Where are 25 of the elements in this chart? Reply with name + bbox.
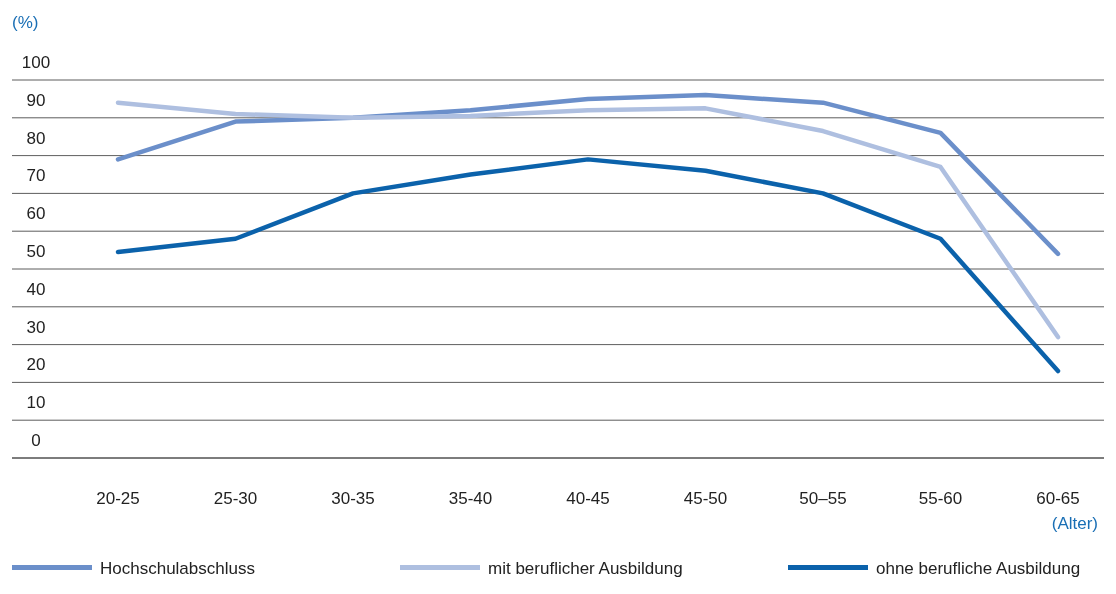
y-axis-title: (%) [12, 13, 39, 32]
legend-label: ohne berufliche Ausbildung [876, 559, 1081, 578]
y-tick-label: 40 [26, 279, 46, 299]
y-tick-label: 100 [21, 53, 51, 72]
x-tick-label: 60-65 [1036, 489, 1080, 508]
x-tick-label: 25-30 [213, 489, 258, 508]
y-tick-label: 0 [31, 431, 41, 450]
y-tick-label: 80 [26, 128, 46, 148]
x-tick-label: 45-50 [683, 489, 728, 508]
y-tick-label: 60 [26, 204, 46, 224]
y-tick-label: 20 [26, 355, 46, 375]
y-tick-label: 50 [26, 242, 46, 261]
x-tick-label: 20-25 [96, 489, 140, 508]
x-tick-label: 40-45 [566, 489, 610, 508]
legend-label: Hochschulabschluss [100, 559, 255, 578]
legend-label: mit beruflicher Ausbildung [488, 559, 683, 578]
y-tick-label: 70 [26, 166, 46, 186]
y-tick-label: 30 [26, 317, 46, 337]
x-tick-label: 35-40 [448, 489, 493, 508]
x-axis-title: (Alter) [1051, 514, 1098, 533]
y-tick-label: 90 [26, 90, 46, 110]
x-tick-label: 50–55 [799, 489, 847, 508]
y-tick-label: 10 [26, 393, 46, 413]
x-tick-label: 30-35 [331, 489, 375, 508]
x-tick-label: 55-60 [918, 489, 963, 508]
